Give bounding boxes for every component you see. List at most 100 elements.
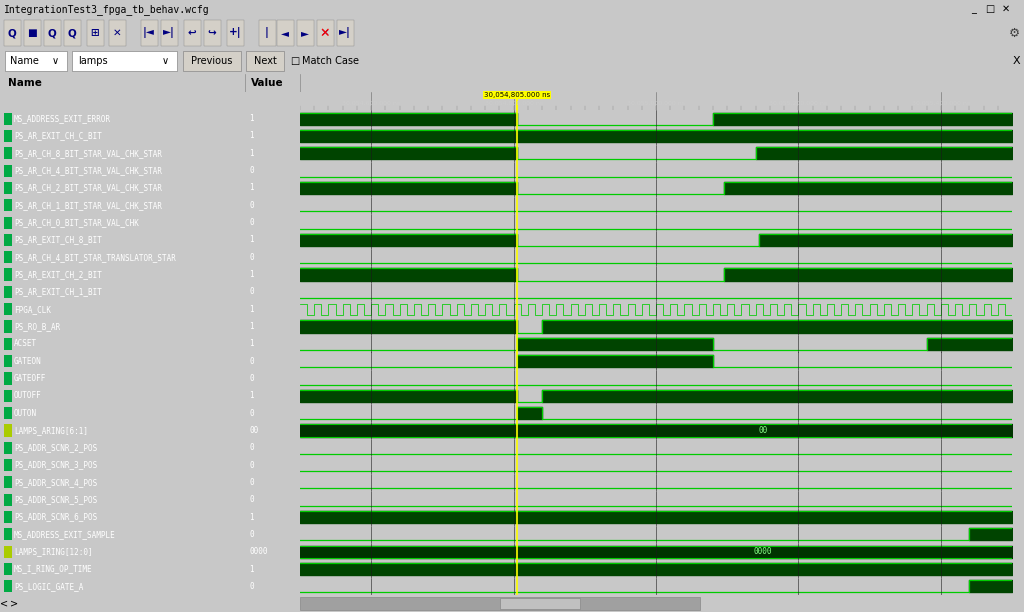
- Text: LAMPS_IRING[12:0]: LAMPS_IRING[12:0]: [14, 547, 92, 556]
- Text: □: □: [290, 56, 299, 66]
- Text: PS_LOGIC_GATE_A: PS_LOGIC_GATE_A: [14, 582, 83, 591]
- Text: Previous: Previous: [191, 56, 232, 66]
- Bar: [4, 199, 12, 211]
- Bar: [4, 563, 12, 575]
- Text: PS_ADDR_SCNR_6_POS: PS_ADDR_SCNR_6_POS: [14, 513, 97, 521]
- Text: 30,055,000.000 ns: 30,055,000.000 ns: [627, 101, 685, 106]
- Bar: [184, 20, 201, 46]
- Text: 1: 1: [249, 339, 254, 348]
- Text: PS_AR_EXIT_CH_2_BIT: PS_AR_EXIT_CH_2_BIT: [14, 270, 101, 279]
- Text: _: _: [972, 4, 977, 14]
- Text: Q: Q: [68, 28, 77, 38]
- Text: Name: Name: [10, 56, 39, 66]
- Text: 1: 1: [249, 305, 254, 314]
- Bar: [87, 20, 104, 46]
- Text: ∨: ∨: [162, 56, 169, 66]
- Text: 1: 1: [249, 132, 254, 141]
- Text: PS_AR_CH_2_BIT_STAR_VAL_CHK_STAR: PS_AR_CH_2_BIT_STAR_VAL_CHK_STAR: [14, 184, 162, 192]
- Bar: [4, 217, 12, 229]
- Bar: [141, 20, 158, 46]
- Text: ✕: ✕: [1001, 4, 1010, 14]
- Text: 0: 0: [249, 374, 254, 383]
- Bar: [4, 130, 12, 142]
- Bar: [5, 51, 67, 71]
- Text: Name: Name: [8, 78, 42, 88]
- Text: 0: 0: [249, 495, 254, 504]
- Text: 1: 1: [249, 114, 254, 123]
- Bar: [4, 147, 12, 159]
- Text: Next: Next: [254, 56, 276, 66]
- Text: ↩: ↩: [187, 28, 197, 38]
- Text: >: >: [10, 599, 18, 608]
- Text: ↪: ↪: [208, 28, 216, 38]
- Text: PS_AR_CH_0_BIT_STAR_VAL_CHK: PS_AR_CH_0_BIT_STAR_VAL_CHK: [14, 218, 139, 227]
- Text: 00: 00: [249, 426, 258, 435]
- Bar: [227, 20, 244, 46]
- Text: 0000: 0000: [754, 547, 772, 556]
- Text: PS_AR_EXIT_CH_C_BIT: PS_AR_EXIT_CH_C_BIT: [14, 132, 101, 141]
- Bar: [4, 373, 12, 384]
- Bar: [4, 338, 12, 350]
- Text: ⊞: ⊞: [91, 28, 99, 38]
- Bar: [204, 20, 221, 46]
- Bar: [4, 355, 12, 367]
- Text: 0000: 0000: [249, 547, 267, 556]
- Text: PS_AR_EXIT_CH_1_BIT: PS_AR_EXIT_CH_1_BIT: [14, 288, 101, 296]
- Text: MS_I_RING_OP_TIME: MS_I_RING_OP_TIME: [14, 564, 92, 573]
- Text: 0: 0: [249, 461, 254, 469]
- Text: ⚙: ⚙: [1009, 26, 1020, 40]
- Text: <: <: [0, 599, 8, 608]
- Bar: [259, 20, 276, 46]
- Text: Match Case: Match Case: [302, 56, 359, 66]
- Text: 0: 0: [249, 357, 254, 365]
- Text: ✕: ✕: [319, 26, 331, 40]
- Bar: [4, 528, 12, 540]
- Text: 1: 1: [249, 149, 254, 158]
- Bar: [4, 303, 12, 315]
- Text: 0: 0: [249, 478, 254, 487]
- Bar: [317, 20, 334, 46]
- Text: 1: 1: [249, 564, 254, 573]
- Text: IntegrationTest3_fpga_tb_behav.wcfg: IntegrationTest3_fpga_tb_behav.wcfg: [4, 4, 210, 15]
- Bar: [4, 234, 12, 246]
- Bar: [4, 321, 12, 332]
- Text: PS_AR_CH_1_BIT_STAR_VAL_CHK_STAR: PS_AR_CH_1_BIT_STAR_VAL_CHK_STAR: [14, 201, 162, 210]
- Text: X: X: [1012, 56, 1020, 66]
- Bar: [278, 20, 294, 46]
- Bar: [109, 20, 126, 46]
- Bar: [4, 442, 12, 454]
- Text: PS_AR_EXIT_CH_8_BIT: PS_AR_EXIT_CH_8_BIT: [14, 236, 101, 244]
- Text: MS_ADDRESS_EXIT_ERROR: MS_ADDRESS_EXIT_ERROR: [14, 114, 112, 123]
- Text: GATEON: GATEON: [14, 357, 42, 365]
- Text: 0: 0: [249, 218, 254, 227]
- Text: ■: ■: [27, 28, 37, 38]
- Text: Q: Q: [7, 28, 16, 38]
- Bar: [63, 20, 81, 46]
- Bar: [4, 182, 12, 194]
- Text: lamps: lamps: [78, 56, 108, 66]
- Text: +|: +|: [228, 28, 242, 39]
- Text: 1: 1: [249, 391, 254, 400]
- Bar: [337, 20, 354, 46]
- Bar: [183, 51, 241, 71]
- Text: ACSET: ACSET: [14, 339, 37, 348]
- Bar: [161, 20, 178, 46]
- Text: |◄: |◄: [143, 28, 155, 39]
- Text: 1: 1: [249, 322, 254, 331]
- Text: 0: 0: [249, 288, 254, 296]
- Text: |: |: [265, 28, 269, 39]
- Text: 0: 0: [249, 443, 254, 452]
- Text: OUTON: OUTON: [14, 409, 37, 417]
- Text: 00: 00: [758, 426, 767, 435]
- Bar: [4, 580, 12, 592]
- Text: 1: 1: [249, 270, 254, 279]
- Text: 30,055,400.000 ns: 30,055,400.000 ns: [911, 101, 970, 106]
- Text: ►: ►: [301, 28, 309, 38]
- Text: FPGA_CLK: FPGA_CLK: [14, 305, 51, 314]
- Bar: [4, 20, 22, 46]
- Text: ►|: ►|: [163, 28, 175, 39]
- Bar: [4, 459, 12, 471]
- Text: 0: 0: [249, 409, 254, 417]
- Bar: [4, 407, 12, 419]
- Text: ✕: ✕: [321, 28, 330, 38]
